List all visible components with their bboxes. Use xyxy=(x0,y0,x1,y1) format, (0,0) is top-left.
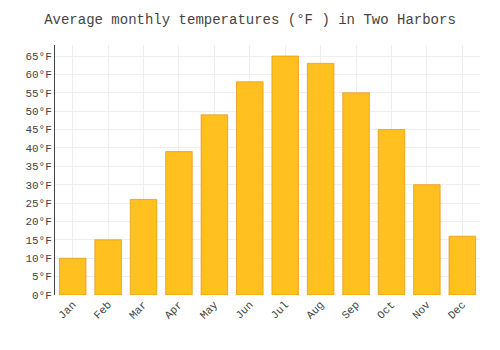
svg-text:Jun: Jun xyxy=(233,299,255,321)
svg-text:25°F: 25°F xyxy=(25,198,51,210)
svg-text:Apr: Apr xyxy=(162,299,184,321)
svg-text:65°F: 65°F xyxy=(25,51,51,63)
svg-text:30°F: 30°F xyxy=(25,180,51,192)
svg-text:Average monthly temperatures (: Average monthly temperatures (°F ) in Tw… xyxy=(44,12,456,28)
svg-text:Jul: Jul xyxy=(269,299,291,321)
svg-text:Mar: Mar xyxy=(127,299,149,321)
svg-text:50°F: 50°F xyxy=(25,106,51,118)
svg-text:20°F: 20°F xyxy=(25,216,51,228)
svg-text:May: May xyxy=(198,299,221,322)
svg-text:Oct: Oct xyxy=(375,299,397,321)
svg-text:Dec: Dec xyxy=(446,299,468,321)
svg-text:60°F: 60°F xyxy=(25,69,51,81)
svg-text:5°F: 5°F xyxy=(32,271,52,283)
svg-text:Feb: Feb xyxy=(92,299,114,321)
svg-text:Nov: Nov xyxy=(410,299,433,322)
svg-text:Aug: Aug xyxy=(304,299,326,321)
svg-text:0°F: 0°F xyxy=(32,290,52,302)
svg-text:Jan: Jan xyxy=(56,299,78,321)
svg-text:10°F: 10°F xyxy=(25,253,51,265)
svg-text:35°F: 35°F xyxy=(25,161,51,173)
svg-text:Sep: Sep xyxy=(340,299,362,321)
svg-text:55°F: 55°F xyxy=(25,88,51,100)
svg-text:15°F: 15°F xyxy=(25,235,51,247)
svg-text:40°F: 40°F xyxy=(25,143,51,155)
svg-text:45°F: 45°F xyxy=(25,124,51,136)
